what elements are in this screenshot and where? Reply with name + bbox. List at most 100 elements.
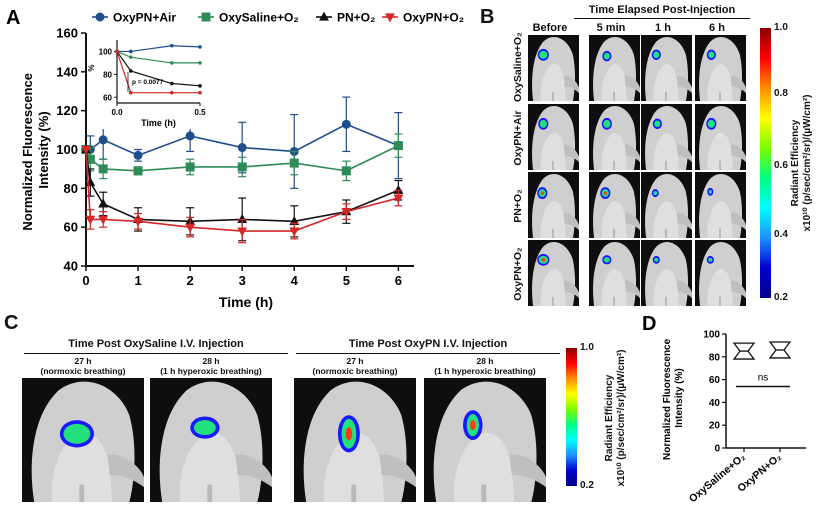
mouse-image <box>589 172 640 238</box>
legend-marker <box>385 13 395 23</box>
x-tick-label: 5 <box>343 273 350 288</box>
inset-x-tick-label: 0.5 <box>194 108 206 117</box>
fluorescence-spot <box>654 257 659 262</box>
mouse-tail <box>718 91 722 101</box>
panel-d-axes: 0 20 40 60 80 100 <box>703 330 806 455</box>
panel-b-column-before: Before <box>532 22 568 34</box>
mouse-leg <box>730 144 746 163</box>
y-tick-label: 60 <box>709 375 721 386</box>
mouse-image <box>150 378 272 502</box>
y-tick-label: 60 <box>64 220 78 235</box>
data-point <box>85 154 95 164</box>
panel-c-caption-0: 27 h (normoxic breathing) <box>22 356 144 376</box>
panel-b-row-label-3: OxyPN+O₂ <box>512 247 524 301</box>
data-point <box>185 223 196 233</box>
mouse-image <box>695 104 746 170</box>
mouse-image <box>641 104 692 170</box>
panel-b-image-r2-c1 <box>589 172 640 238</box>
y-tick-label: 100 <box>56 142 78 157</box>
legend-label: OxyPN+O₂ <box>403 11 464 25</box>
data-point <box>237 227 248 237</box>
mouse-tail <box>481 484 487 502</box>
mouse-leg <box>235 454 272 488</box>
panel-c-caption-3: 28 h (1 h hyperoxic breathing) <box>424 356 546 376</box>
legend-marker <box>319 11 329 21</box>
panel-d-chart: D Normalized Fluorescence Intensity (%) … <box>642 313 806 505</box>
x-tick-label: 4 <box>291 273 299 288</box>
inset-point <box>128 55 133 59</box>
panel-a-ylabel: Normalized Fluorescence Intensity (%) <box>20 69 51 230</box>
panel-b-image-r2-c0 <box>528 172 579 238</box>
x-tick-label: 1 <box>134 273 141 288</box>
inset-y-tick-label: 100 <box>99 47 113 56</box>
inset-x-tick-label: 0.0 <box>111 108 123 117</box>
colorbar-c-max: 1.0 <box>580 342 594 353</box>
panel-c-time: 28 h <box>476 356 494 366</box>
data-point <box>237 214 248 223</box>
fluorescence-spot <box>708 51 715 59</box>
mouse-leg <box>676 280 692 299</box>
colorbar-b-tick-0: 0.8 <box>774 88 788 99</box>
mouse-tail <box>664 91 668 101</box>
mouse-tail <box>612 91 616 101</box>
legend-label: PN+O₂ <box>337 11 375 25</box>
inset-point <box>169 61 174 65</box>
panel-b-image-r1-c3 <box>695 104 746 170</box>
panel-b-image-r3-c1 <box>589 240 640 306</box>
mouse-fur-shade <box>540 201 566 238</box>
mouse-image <box>695 172 746 238</box>
inset-background <box>89 34 212 129</box>
data-point <box>341 119 351 129</box>
mouse-image <box>528 104 579 170</box>
inset-point <box>198 84 202 88</box>
mouse-image <box>695 240 746 306</box>
panel-b-image-r0-c3 <box>695 35 746 101</box>
legend-item-oxypn-o: OxyPN+O₂ <box>382 11 464 25</box>
panel-d-ylabel-line1: Normalized Fluorescence <box>662 338 673 460</box>
inset-point <box>128 49 133 54</box>
fluorescence-spot <box>708 257 713 262</box>
significance-label: ns <box>758 372 769 383</box>
panel-a-xlabel: Time (h) <box>219 294 273 310</box>
fluorescence-spot <box>539 50 548 59</box>
mouse-image <box>641 35 692 101</box>
data-point <box>185 131 195 141</box>
mouse-fur-shade <box>653 201 679 238</box>
x-tick-label: 6 <box>395 273 402 288</box>
y-tick-label: 20 <box>709 421 721 432</box>
mouse-fur-shade <box>707 269 733 306</box>
mouse-leg <box>563 75 579 94</box>
mouse-fur-shade <box>707 201 733 238</box>
inset-point <box>169 81 174 86</box>
panel-c-right-title: Time Post OxyPN I.V. Injection <box>296 338 560 354</box>
colorbar-b-max: 1.0 <box>774 22 788 33</box>
mouse-image <box>589 104 640 170</box>
x-tick-label: 2 <box>187 273 194 288</box>
panel-d-ylabel: Normalized Fluorescence Intensity (%) <box>662 336 685 460</box>
mouse-leg <box>624 144 640 163</box>
panel-c-caption-1: 28 h (1 h hyperoxic breathing) <box>150 356 272 376</box>
panel-a-legend: OxyPN+Air OxySaline+O₂ PN+O₂ OxyPN+O₂ <box>92 11 464 25</box>
mouse-leg <box>730 280 746 299</box>
panel-a-ylabel-line1: Normalized Fluorescence <box>20 73 35 231</box>
colorbar-b-tick-2: 0.4 <box>774 229 788 240</box>
data-point <box>98 164 108 174</box>
data-point <box>393 184 404 194</box>
colorbar-b-min: 0.2 <box>774 292 788 303</box>
series-oxysaline-o <box>81 133 403 182</box>
mouse-fur-shade <box>601 201 627 238</box>
y-tick-label: 120 <box>56 103 78 118</box>
panel-b-column-6-h: 6 h <box>709 22 725 34</box>
panel-b-image-r1-c2 <box>641 104 692 170</box>
mouse-fur-shade <box>540 269 566 306</box>
mouse-fur-shade <box>179 432 241 502</box>
panel-a-marks <box>81 96 404 244</box>
fluorescence-core <box>345 427 353 441</box>
data-point <box>289 227 300 237</box>
data-point <box>133 217 144 227</box>
inset-point <box>128 90 133 95</box>
y-tick-label: 40 <box>709 398 721 409</box>
panel-b-row-label-2: PN+O₂ <box>512 189 524 223</box>
panel-b: B Time Elapsed Post-Injection Before 5 mi… <box>476 0 824 312</box>
x-tick-label: 0 <box>82 273 89 288</box>
